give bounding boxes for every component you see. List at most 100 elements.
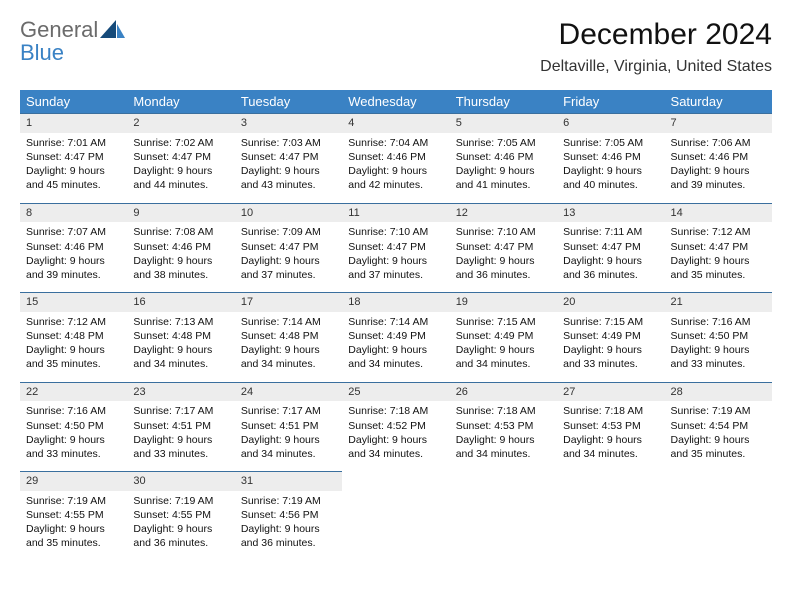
day-details: Sunrise: 7:07 AMSunset: 4:46 PMDaylight:… [20, 222, 127, 292]
day-details [557, 491, 664, 561]
day-sr: Sunrise: 7:07 AM [26, 225, 121, 239]
day-ss: Sunset: 4:53 PM [563, 419, 658, 433]
day-sr: Sunrise: 7:04 AM [348, 136, 443, 150]
day-number: 28 [665, 382, 772, 401]
calendar-table: Sunday Monday Tuesday Wednesday Thursday… [20, 90, 772, 561]
day-d2: and 37 minutes. [241, 268, 336, 282]
header-row: General Blue December 2024 Deltaville, V… [20, 18, 772, 76]
day-details: Sunrise: 7:14 AMSunset: 4:48 PMDaylight:… [235, 312, 342, 382]
day-details: Sunrise: 7:12 AMSunset: 4:47 PMDaylight:… [665, 222, 772, 292]
day-ss: Sunset: 4:48 PM [241, 329, 336, 343]
day-d1: Daylight: 9 hours [26, 164, 121, 178]
day-ss: Sunset: 4:48 PM [26, 329, 121, 343]
weekday-header: Saturday [665, 90, 772, 114]
day-d1: Daylight: 9 hours [133, 164, 228, 178]
day-number: 24 [235, 382, 342, 401]
day-sr: Sunrise: 7:05 AM [456, 136, 551, 150]
day-d1: Daylight: 9 hours [563, 433, 658, 447]
day-sr: Sunrise: 7:16 AM [26, 404, 121, 418]
day-number [665, 472, 772, 491]
day-details: Sunrise: 7:13 AMSunset: 4:48 PMDaylight:… [127, 312, 234, 382]
day-number-row: 293031 [20, 472, 772, 491]
day-ss: Sunset: 4:46 PM [348, 150, 443, 164]
day-number-row: 891011121314 [20, 203, 772, 222]
day-d2: and 34 minutes. [563, 447, 658, 461]
day-d2: and 34 minutes. [348, 357, 443, 371]
day-number: 18 [342, 293, 449, 312]
day-number: 25 [342, 382, 449, 401]
day-ss: Sunset: 4:54 PM [671, 419, 766, 433]
day-d2: and 36 minutes. [456, 268, 551, 282]
day-details: Sunrise: 7:06 AMSunset: 4:46 PMDaylight:… [665, 133, 772, 203]
day-d1: Daylight: 9 hours [241, 164, 336, 178]
day-details: Sunrise: 7:17 AMSunset: 4:51 PMDaylight:… [127, 401, 234, 471]
day-sr: Sunrise: 7:10 AM [456, 225, 551, 239]
day-number: 3 [235, 114, 342, 133]
day-detail-row: Sunrise: 7:16 AMSunset: 4:50 PMDaylight:… [20, 401, 772, 471]
day-ss: Sunset: 4:49 PM [348, 329, 443, 343]
day-sr: Sunrise: 7:13 AM [133, 315, 228, 329]
day-d2: and 41 minutes. [456, 178, 551, 192]
day-sr: Sunrise: 7:11 AM [563, 225, 658, 239]
day-number: 4 [342, 114, 449, 133]
weekday-header: Thursday [450, 90, 557, 114]
day-number-row: 1234567 [20, 114, 772, 133]
day-sr: Sunrise: 7:19 AM [133, 494, 228, 508]
day-number-row: 15161718192021 [20, 293, 772, 312]
day-number [557, 472, 664, 491]
day-d1: Daylight: 9 hours [26, 254, 121, 268]
day-d2: and 33 minutes. [671, 357, 766, 371]
day-number: 31 [235, 472, 342, 491]
logo-text: General Blue [20, 18, 98, 64]
day-details: Sunrise: 7:18 AMSunset: 4:52 PMDaylight:… [342, 401, 449, 471]
day-number: 19 [450, 293, 557, 312]
day-d2: and 38 minutes. [133, 268, 228, 282]
day-d2: and 43 minutes. [241, 178, 336, 192]
day-number: 6 [557, 114, 664, 133]
day-ss: Sunset: 4:47 PM [241, 240, 336, 254]
day-details: Sunrise: 7:01 AMSunset: 4:47 PMDaylight:… [20, 133, 127, 203]
day-details: Sunrise: 7:10 AMSunset: 4:47 PMDaylight:… [450, 222, 557, 292]
day-details: Sunrise: 7:15 AMSunset: 4:49 PMDaylight:… [557, 312, 664, 382]
day-d1: Daylight: 9 hours [456, 254, 551, 268]
weekday-header-row: Sunday Monday Tuesday Wednesday Thursday… [20, 90, 772, 114]
day-ss: Sunset: 4:52 PM [348, 419, 443, 433]
day-d2: and 34 minutes. [456, 447, 551, 461]
day-number: 15 [20, 293, 127, 312]
day-number: 17 [235, 293, 342, 312]
day-d2: and 36 minutes. [563, 268, 658, 282]
day-sr: Sunrise: 7:17 AM [241, 404, 336, 418]
weekday-header: Wednesday [342, 90, 449, 114]
day-details [665, 491, 772, 561]
day-d1: Daylight: 9 hours [26, 522, 121, 536]
day-sr: Sunrise: 7:06 AM [671, 136, 766, 150]
day-detail-row: Sunrise: 7:01 AMSunset: 4:47 PMDaylight:… [20, 133, 772, 203]
day-d1: Daylight: 9 hours [348, 254, 443, 268]
day-d1: Daylight: 9 hours [671, 164, 766, 178]
day-details: Sunrise: 7:15 AMSunset: 4:49 PMDaylight:… [450, 312, 557, 382]
day-ss: Sunset: 4:46 PM [26, 240, 121, 254]
day-d1: Daylight: 9 hours [241, 522, 336, 536]
logo-word-general: General [20, 17, 98, 42]
day-ss: Sunset: 4:56 PM [241, 508, 336, 522]
weekday-header: Friday [557, 90, 664, 114]
day-number: 5 [450, 114, 557, 133]
day-sr: Sunrise: 7:02 AM [133, 136, 228, 150]
day-ss: Sunset: 4:55 PM [26, 508, 121, 522]
day-ss: Sunset: 4:47 PM [26, 150, 121, 164]
day-details: Sunrise: 7:16 AMSunset: 4:50 PMDaylight:… [665, 312, 772, 382]
day-number: 2 [127, 114, 234, 133]
day-details: Sunrise: 7:16 AMSunset: 4:50 PMDaylight:… [20, 401, 127, 471]
day-details: Sunrise: 7:09 AMSunset: 4:47 PMDaylight:… [235, 222, 342, 292]
day-ss: Sunset: 4:53 PM [456, 419, 551, 433]
day-d2: and 45 minutes. [26, 178, 121, 192]
day-number: 26 [450, 382, 557, 401]
page-title: December 2024 [540, 18, 772, 52]
day-details: Sunrise: 7:17 AMSunset: 4:51 PMDaylight:… [235, 401, 342, 471]
day-d1: Daylight: 9 hours [26, 433, 121, 447]
day-d2: and 33 minutes. [26, 447, 121, 461]
day-details: Sunrise: 7:05 AMSunset: 4:46 PMDaylight:… [557, 133, 664, 203]
day-details: Sunrise: 7:19 AMSunset: 4:55 PMDaylight:… [127, 491, 234, 561]
day-details: Sunrise: 7:18 AMSunset: 4:53 PMDaylight:… [450, 401, 557, 471]
day-d1: Daylight: 9 hours [133, 254, 228, 268]
